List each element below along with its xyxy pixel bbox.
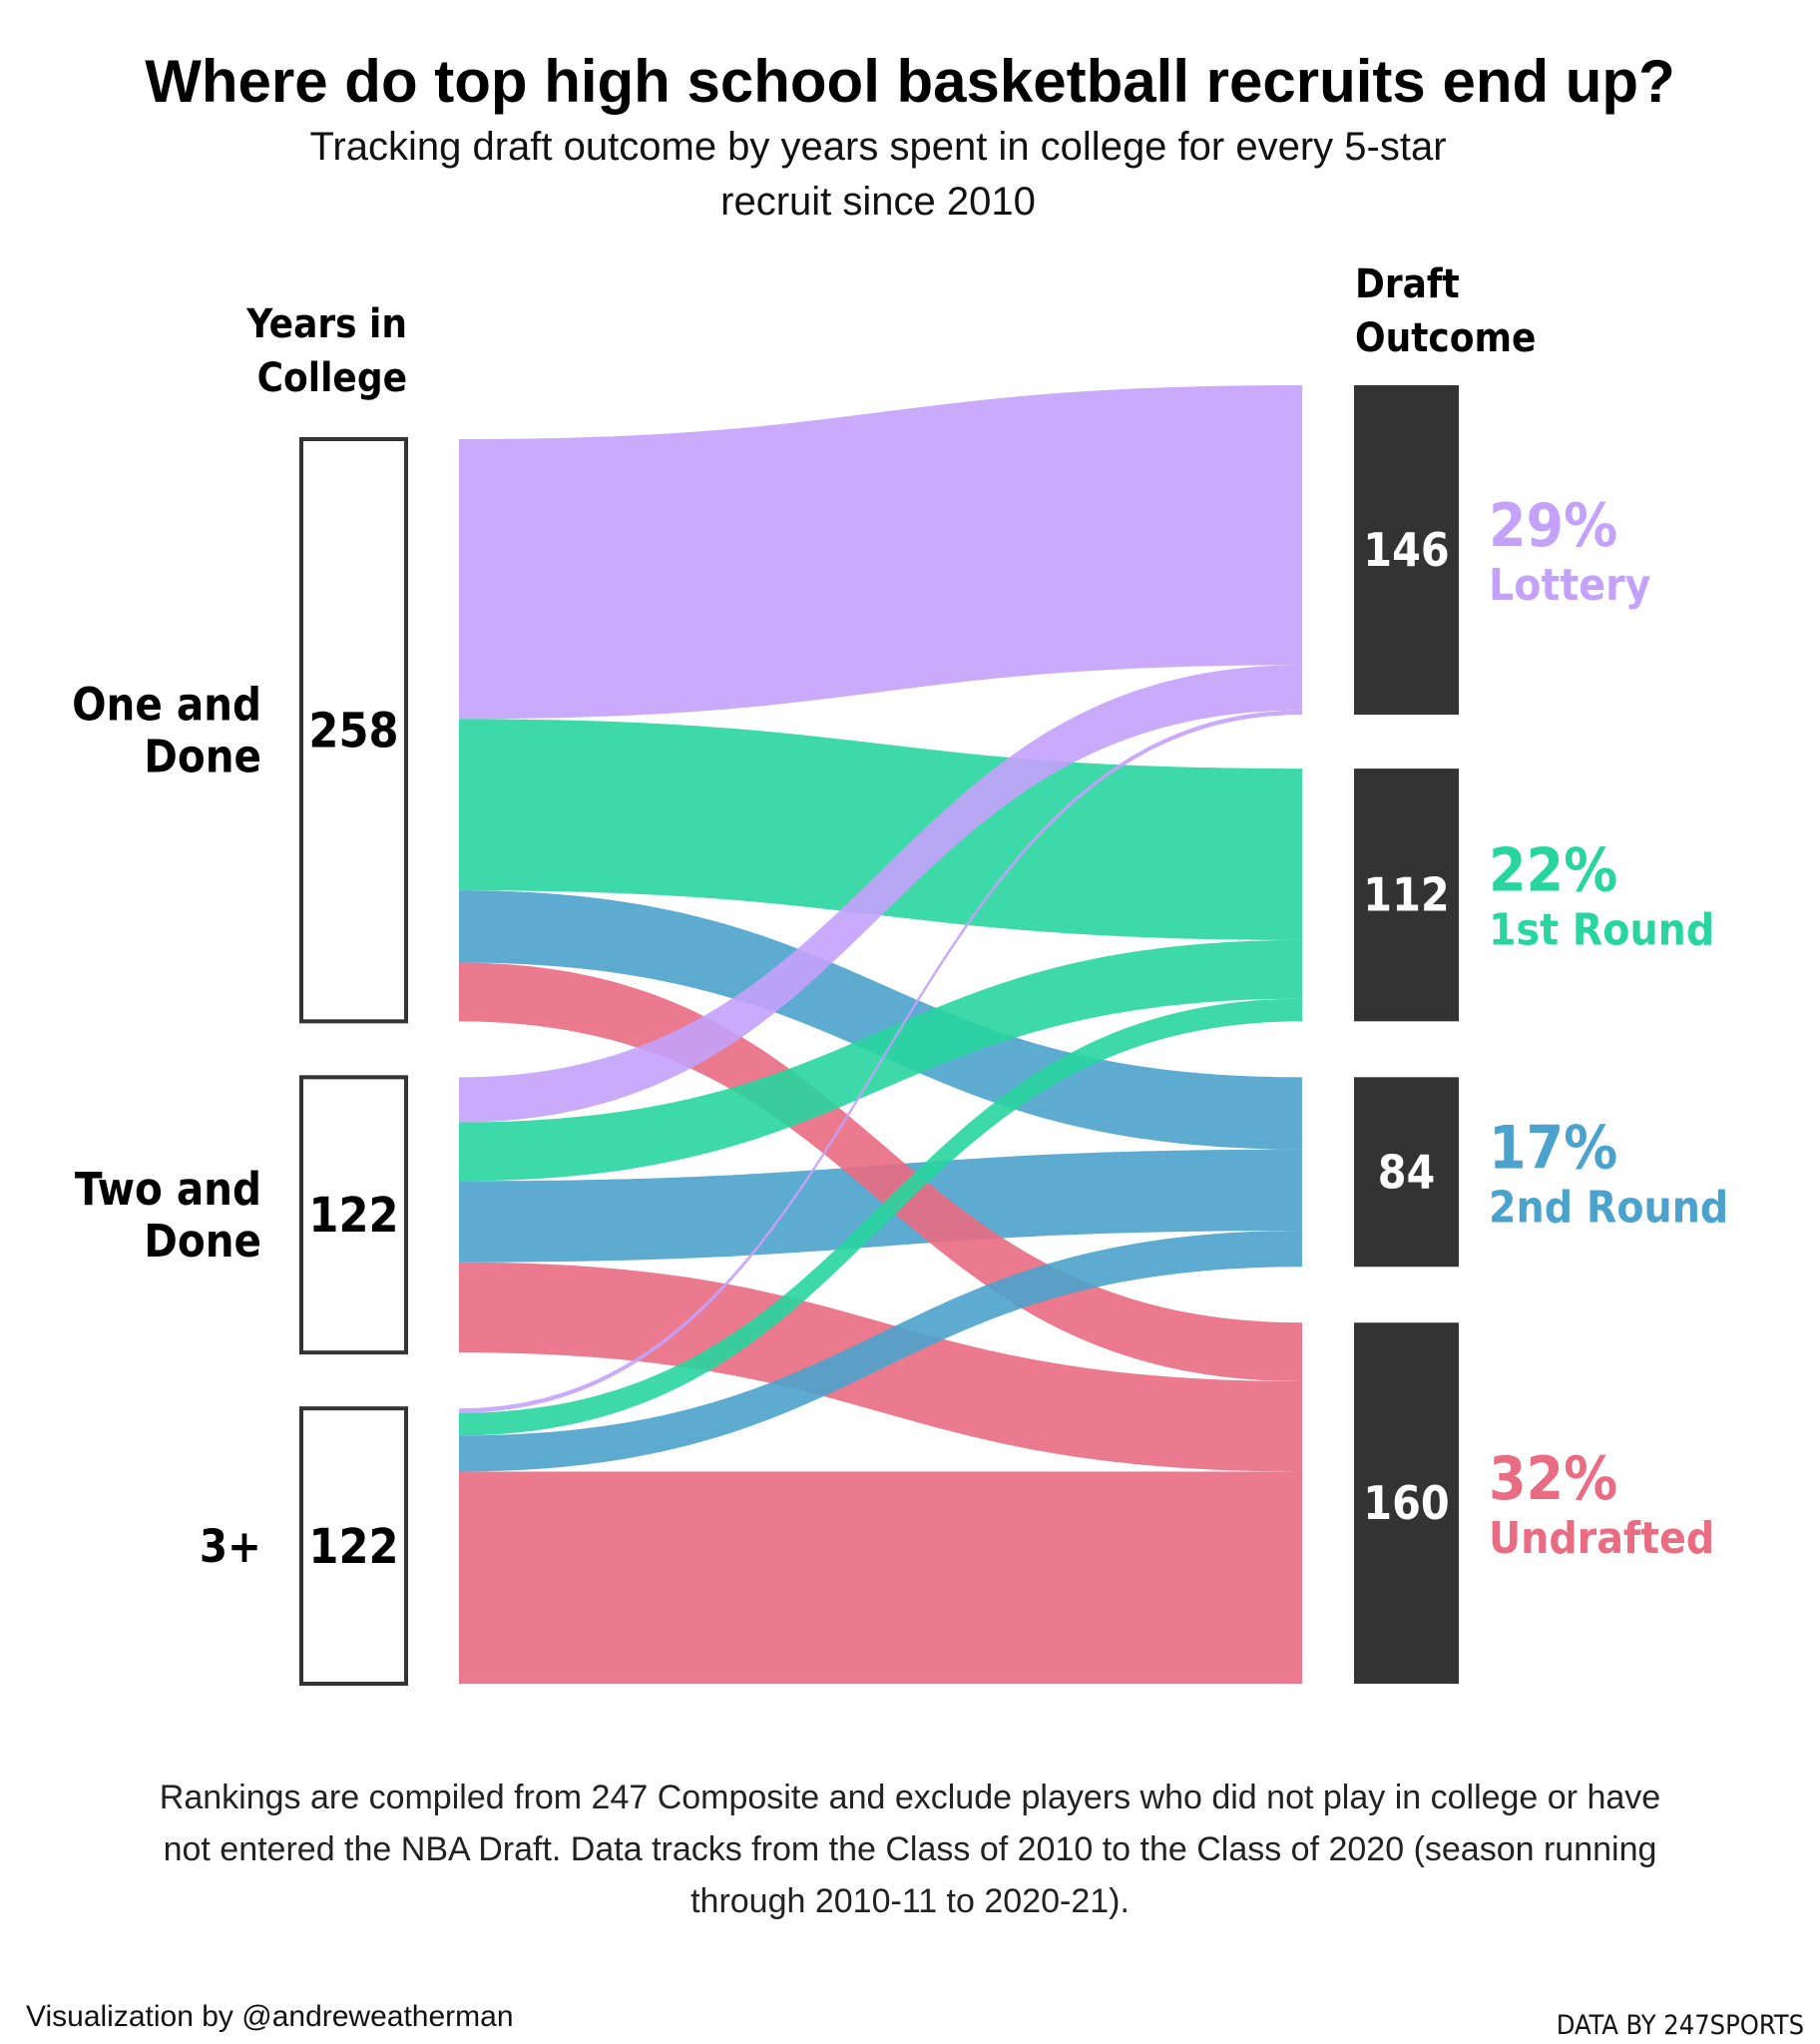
target-percent-undrafted: 32% <box>1489 1444 1617 1514</box>
source-label-one-line-2: Done <box>144 731 261 783</box>
target-label-first_round: 1st Round <box>1489 905 1714 956</box>
source-node-two <box>299 1075 408 1355</box>
flow-two-to-lottery <box>459 665 1302 1123</box>
target-label-undrafted: Undrafted <box>1489 1513 1714 1564</box>
flow-three-to-lottery <box>459 710 1302 1413</box>
target-percent-second_round: 17% <box>1489 1113 1617 1183</box>
target-node-undrafted <box>1354 1322 1459 1684</box>
source-label-two-line-2: Done <box>144 1215 261 1268</box>
left-header-line-1: Years in <box>245 301 407 347</box>
flow-one-to-second_round <box>459 890 1302 1150</box>
source-value-three: 122 <box>308 1519 398 1575</box>
footnote-line-2: not entered the NBA Draft. Data tracks f… <box>164 1830 1657 1868</box>
footnote-line-1: Rankings are compiled from 247 Composite… <box>160 1779 1660 1816</box>
target-percent-lottery: 29% <box>1489 491 1617 561</box>
chart-title: Where do top high school basketball recr… <box>145 48 1675 115</box>
source-value-one: 258 <box>308 704 398 760</box>
target-node-lottery <box>1354 385 1459 716</box>
target-label-second_round: 2nd Round <box>1489 1182 1728 1233</box>
target-node-second_round <box>1354 1077 1459 1268</box>
flow-one-to-undrafted <box>459 962 1302 1382</box>
right-header-line-2: Outcome <box>1355 315 1536 361</box>
target-value-lottery: 146 <box>1363 523 1449 577</box>
chart-subtitle-line-2: recruit since 2010 <box>720 180 1036 224</box>
source-label-three-line-1: 3+ <box>200 1520 261 1573</box>
data-source: DATA BY 247SPORTS <box>1557 2010 1804 2041</box>
flow-one-to-lottery <box>459 385 1302 720</box>
flow-three-to-first_round <box>459 998 1302 1436</box>
target-label-lottery: Lottery <box>1489 560 1651 611</box>
source-label-one-line-1: One and <box>72 679 261 732</box>
footnote-line-3: through 2010-11 to 2020-21). <box>690 1882 1130 1920</box>
target-value-undrafted: 160 <box>1363 1476 1449 1530</box>
flow-one-to-first_round <box>459 719 1302 940</box>
source-label-two-line-1: Two and <box>75 1163 261 1216</box>
target-node-first_round <box>1354 768 1459 1022</box>
source-value-two: 122 <box>308 1188 398 1244</box>
chart-subtitle-line-1: Tracking draft outcome by years spent in… <box>309 125 1446 169</box>
source-node-one <box>299 437 408 1024</box>
left-header-line-2: College <box>257 355 407 401</box>
target-percent-first_round: 22% <box>1489 836 1617 906</box>
flow-two-to-second_round <box>459 1149 1302 1263</box>
source-node-three <box>299 1406 408 1686</box>
target-value-first_round: 112 <box>1363 868 1449 922</box>
flow-three-to-undrafted <box>459 1471 1302 1684</box>
right-header-line-1: Draft <box>1355 261 1460 307</box>
flow-three-to-second_round <box>459 1231 1302 1472</box>
flow-links <box>459 385 1302 1684</box>
target-value-second_round: 84 <box>1378 1145 1436 1199</box>
credit: Visualization by @andreweatherman <box>26 2000 514 2033</box>
